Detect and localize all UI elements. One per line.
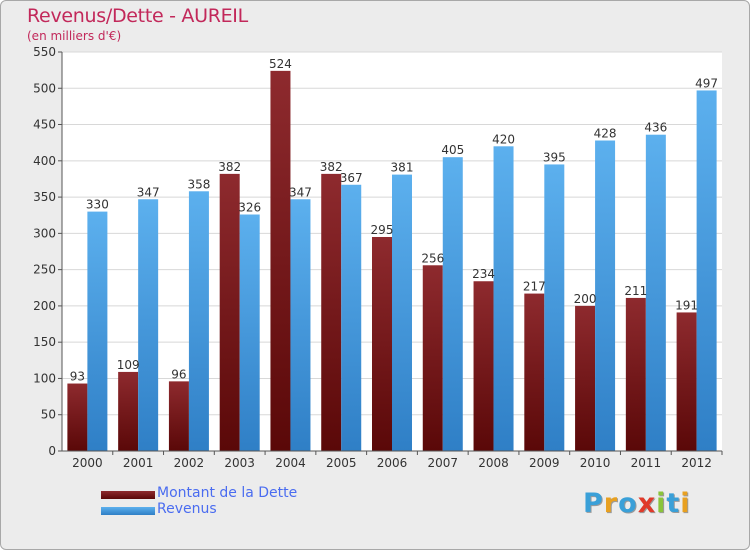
- bar-revenus: [341, 184, 362, 451]
- logo-letter: t: [666, 488, 681, 519]
- data-label: 405: [441, 143, 464, 157]
- bar-dette: [67, 383, 88, 451]
- bar-dette: [575, 305, 596, 451]
- data-label: 420: [492, 132, 515, 146]
- bar-dette: [422, 265, 443, 451]
- data-label: 347: [289, 185, 312, 199]
- y-tick-label: 550: [33, 45, 56, 59]
- bar-revenus: [595, 140, 616, 452]
- bar-dette: [270, 70, 291, 451]
- data-label: 191: [675, 298, 698, 312]
- bar-revenus: [442, 157, 463, 451]
- data-labels: 9333010934796358382326524347382367295381…: [70, 57, 718, 384]
- data-label: 347: [137, 185, 160, 199]
- legend-label-dette: Montant de la Dette: [157, 485, 298, 501]
- y-tick-label: 50: [41, 408, 56, 422]
- legend-swatch-revenus: [101, 507, 155, 515]
- data-label: 326: [238, 201, 261, 215]
- y-tick-label: 350: [33, 190, 56, 204]
- bar-revenus: [138, 199, 159, 451]
- legend-label-revenus: Revenus: [157, 501, 217, 517]
- y-tick-label: 400: [33, 154, 56, 168]
- data-label: 381: [391, 161, 414, 175]
- bar-revenus: [696, 90, 717, 451]
- bars: [67, 70, 717, 452]
- x-tick-label: 2002: [174, 456, 205, 470]
- x-tick-label: 2010: [580, 456, 611, 470]
- bar-dette: [372, 236, 392, 451]
- data-label: 234: [472, 267, 495, 281]
- bar-revenus: [87, 211, 108, 451]
- y-tick-label: 250: [33, 263, 56, 277]
- data-label: 382: [218, 160, 241, 174]
- bar-dette: [676, 312, 697, 451]
- bar-revenus: [544, 164, 565, 452]
- chart-title: Revenus/Dette - AUREIL: [27, 5, 248, 27]
- y-tick-label: 150: [33, 335, 56, 349]
- x-axis-ticks: 2000 2001 2002 2003 2004 2005 2006 2007 2008 2009…: [72, 451, 723, 470]
- x-tick-label: 2003: [224, 456, 255, 470]
- bar-dette: [473, 281, 494, 451]
- x-tick-label: 2009: [529, 456, 560, 470]
- y-axis-ticks: 0 50 100 150 200 250 300 350 400 450 500 550: [33, 45, 62, 458]
- data-label: 524: [269, 57, 292, 71]
- data-label: 382: [320, 160, 343, 174]
- y-tick-label: 0: [48, 444, 56, 458]
- y-tick-label: 300: [33, 226, 56, 240]
- bar-dette: [219, 173, 240, 452]
- data-label: 358: [187, 177, 210, 191]
- logo-letter: i: [656, 488, 667, 519]
- legend-swatch-dette: [101, 491, 155, 499]
- x-tick-label: 2000: [72, 456, 103, 470]
- x-tick-label: 2008: [478, 456, 509, 470]
- y-tick-label: 100: [33, 371, 56, 385]
- data-label: 109: [117, 358, 140, 372]
- x-tick-label: 2004: [275, 456, 306, 470]
- x-tick-label: 2012: [681, 456, 712, 470]
- bar-dette: [625, 297, 646, 451]
- bar-revenus: [188, 191, 209, 451]
- bar-dette: [524, 293, 545, 451]
- bar-dette: [168, 381, 189, 451]
- bar-revenus: [645, 134, 666, 451]
- data-label: 330: [86, 198, 109, 212]
- x-tick-label: 2011: [631, 456, 662, 470]
- y-tick-label: 200: [33, 299, 56, 313]
- data-label: 295: [371, 223, 394, 237]
- data-label: 96: [171, 367, 186, 381]
- y-tick-label: 500: [33, 81, 56, 95]
- data-label: 428: [594, 127, 617, 141]
- bar-revenus: [239, 214, 260, 451]
- bar-dette: [118, 371, 139, 451]
- logo-letter: x: [637, 488, 657, 519]
- x-tick-label: 2006: [377, 456, 408, 470]
- bar-revenus: [392, 174, 412, 452]
- bar-dette: [321, 173, 342, 452]
- x-tick-label: 2001: [123, 456, 154, 470]
- proxiti-logo: Proxiti: [583, 488, 691, 519]
- chart-subtitle: (en milliers d'€): [27, 29, 122, 43]
- data-label: 200: [574, 292, 597, 306]
- logo-letter: o: [618, 488, 638, 519]
- logo-letter: i: [680, 488, 691, 519]
- data-label: 211: [624, 284, 647, 298]
- y-tick-label: 450: [33, 118, 56, 132]
- logo-letter: P: [583, 488, 604, 519]
- data-label: 217: [523, 280, 546, 294]
- x-tick-label: 2007: [427, 456, 458, 470]
- data-label: 436: [644, 121, 667, 135]
- data-label: 497: [695, 76, 718, 90]
- data-label: 256: [421, 251, 444, 265]
- data-label: 395: [543, 150, 566, 164]
- data-label: 367: [340, 171, 363, 185]
- bar-revenus: [290, 199, 311, 451]
- data-label: 93: [70, 370, 85, 384]
- bar-revenus: [493, 146, 514, 452]
- x-tick-label: 2005: [326, 456, 357, 470]
- logo-letter: r: [603, 488, 619, 519]
